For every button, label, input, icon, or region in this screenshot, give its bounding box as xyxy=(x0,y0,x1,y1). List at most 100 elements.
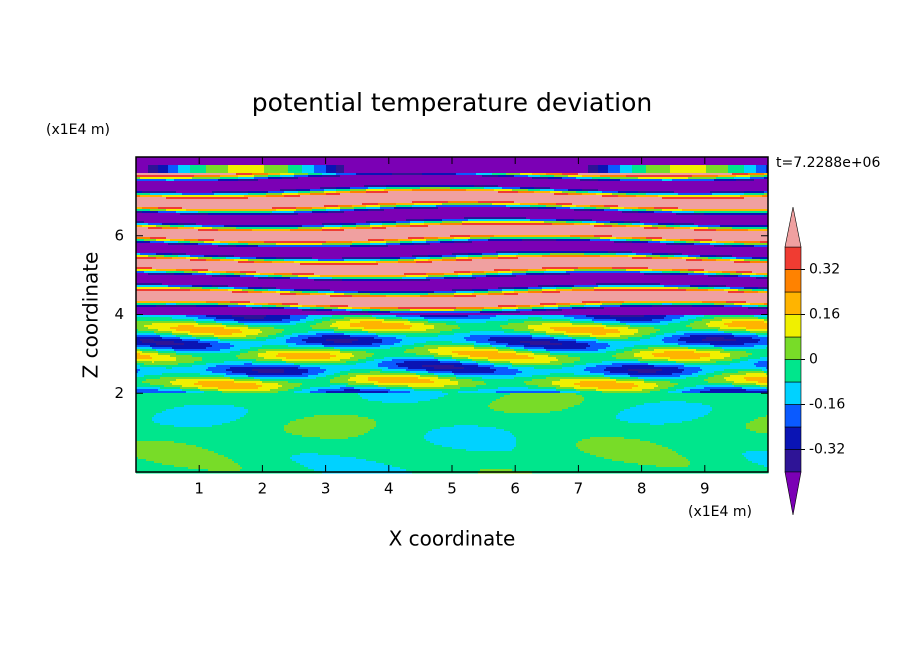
contour-fill xyxy=(290,291,303,294)
contour-fill xyxy=(444,385,477,388)
contour-fill xyxy=(512,363,563,366)
contour-fill xyxy=(380,207,395,210)
contour-fill xyxy=(396,337,465,340)
contour-fill xyxy=(382,223,397,226)
contour-fill xyxy=(174,407,245,410)
contour-fill xyxy=(588,343,609,346)
contour-fill xyxy=(234,345,263,348)
contour-fill xyxy=(276,291,291,294)
contour-fill xyxy=(496,369,519,372)
contour-fill xyxy=(684,365,757,368)
contour-fill xyxy=(322,223,341,226)
contour-fill xyxy=(576,393,769,396)
contour-fill xyxy=(254,275,269,278)
contour-fill xyxy=(374,359,393,362)
contour-fill xyxy=(218,179,239,182)
contour-fill xyxy=(732,255,769,258)
contour-fill xyxy=(264,241,327,244)
contour-fill xyxy=(178,165,191,168)
contour-fill xyxy=(238,321,291,324)
contour-fill xyxy=(524,321,571,324)
contour-fill xyxy=(428,259,443,262)
contour-fill xyxy=(702,339,737,342)
contour-fill xyxy=(218,245,237,248)
contour-fill xyxy=(404,361,441,364)
contour-fill xyxy=(668,257,683,260)
contour-fill xyxy=(434,367,465,370)
contour-fill xyxy=(234,405,489,408)
contour-fill xyxy=(136,431,287,434)
contour-fill xyxy=(764,175,769,178)
contour-fill xyxy=(232,333,259,336)
contour-fill xyxy=(346,361,367,364)
contour-fill xyxy=(640,361,677,364)
contour-fill xyxy=(632,209,647,212)
contour-fill xyxy=(608,251,633,254)
contour-fill xyxy=(472,241,615,244)
contour-fill xyxy=(206,315,233,318)
contour-fill xyxy=(236,419,297,422)
contour-fill xyxy=(580,449,673,452)
contour-fill xyxy=(202,385,263,388)
contour-fill xyxy=(418,377,439,380)
contour-fill xyxy=(612,363,649,366)
contour-fill xyxy=(266,315,291,318)
contour-fill xyxy=(632,171,647,174)
contour-fill xyxy=(746,351,769,354)
contour-fill xyxy=(438,377,457,380)
contour-fill xyxy=(136,315,187,318)
contour-fill xyxy=(276,333,293,336)
contour-fill xyxy=(324,307,339,310)
contour-fill xyxy=(390,311,481,314)
contour-fill xyxy=(372,343,395,346)
contour-fill xyxy=(572,323,603,326)
contour-fill xyxy=(566,331,621,334)
contour-fill xyxy=(742,453,769,456)
contour-fill xyxy=(724,289,739,292)
contour-fill xyxy=(488,293,505,296)
contour-fill xyxy=(654,327,693,330)
contour-fill xyxy=(662,179,673,182)
contour-fill xyxy=(152,267,543,270)
contour-fill xyxy=(266,195,285,198)
contour-fill xyxy=(494,363,513,366)
contour-fill xyxy=(754,179,769,182)
contour-fill xyxy=(592,219,769,222)
contour-fill xyxy=(144,375,225,378)
contour-fill xyxy=(658,195,741,198)
contour-fill xyxy=(136,401,383,404)
contour-fill xyxy=(136,179,167,182)
contour-fill xyxy=(334,341,353,344)
contour-fill xyxy=(136,293,281,296)
contour-fill xyxy=(740,357,761,360)
contour-fill xyxy=(382,339,403,342)
contour-fill xyxy=(544,221,567,224)
contour-fill xyxy=(658,385,675,388)
contour-fill xyxy=(524,381,553,384)
contour-fill xyxy=(530,305,545,308)
contour-fill xyxy=(426,433,513,436)
contour-fill xyxy=(298,193,311,196)
contour-fill xyxy=(664,337,681,340)
contour-fill xyxy=(210,289,229,292)
contour-fill xyxy=(380,309,411,312)
contour-fill xyxy=(664,317,681,320)
contour-fill xyxy=(166,303,177,306)
contour-fill xyxy=(396,223,411,226)
contour-fill xyxy=(458,381,485,384)
contour-fill xyxy=(284,425,377,428)
contour-fill xyxy=(310,289,331,292)
contour-fill xyxy=(498,287,515,290)
contour-fill xyxy=(206,369,227,372)
contour-fill xyxy=(166,271,185,274)
contour-fill xyxy=(628,373,673,376)
contour-fill xyxy=(660,321,681,324)
contour-fill xyxy=(422,173,457,176)
contour-fill xyxy=(166,367,173,370)
contour-fill xyxy=(344,293,371,296)
contour-fill xyxy=(218,389,271,392)
contour-fill xyxy=(458,273,473,276)
contour-fill xyxy=(550,341,577,344)
contour-fill xyxy=(542,323,573,326)
contour-fill xyxy=(570,321,595,324)
